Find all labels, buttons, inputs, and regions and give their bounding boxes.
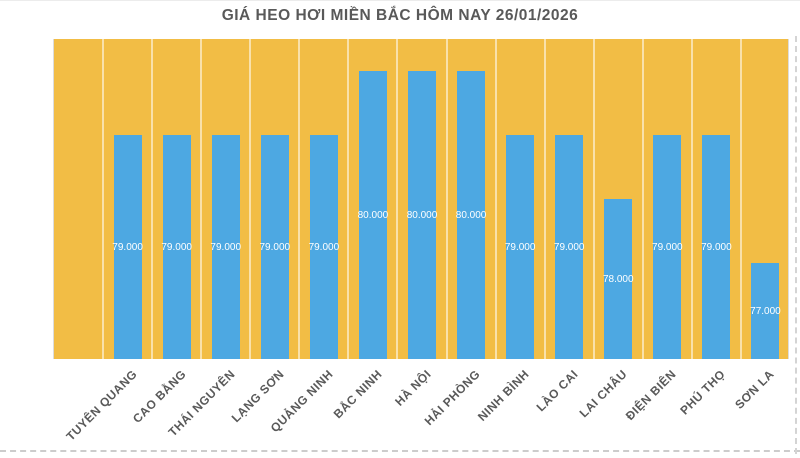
category-label: ĐIỆN BIÊN <box>623 367 680 423</box>
bar-value-label: 79.000 <box>553 241 585 253</box>
bar <box>751 263 780 359</box>
category-label: HẢI PHÒNG <box>421 367 483 429</box>
category-label: BẮC NINH <box>330 367 385 422</box>
bar <box>702 135 731 359</box>
column-separator-gridline <box>690 39 693 359</box>
category-label: THÁI NGUYÊN <box>165 367 238 440</box>
category-label: HÀ NỘI <box>392 367 434 409</box>
bar-value-label: 79.000 <box>210 241 242 253</box>
bar <box>162 135 191 359</box>
bar <box>309 135 338 359</box>
category-label: PHÚ THỌ <box>677 367 729 418</box>
bar <box>358 71 387 359</box>
plot-area: 79.000 79.000 79.000 79.000 79.000 80.000 80.0… <box>53 39 789 359</box>
column-separator-gridline <box>543 39 546 359</box>
column-separator-gridline <box>445 39 448 359</box>
category-label: TUYÊN QUANG <box>63 367 140 444</box>
bar-value-label: 79.000 <box>161 241 192 253</box>
category-label: LẠNG SƠN <box>228 367 287 426</box>
column-separator-gridline <box>739 39 742 359</box>
bar-value-label: 79.000 <box>308 241 340 253</box>
column-separator-gridline <box>102 39 105 359</box>
bar-value-label: 79.000 <box>259 241 291 253</box>
bar <box>211 135 240 359</box>
column-separator-gridline <box>592 39 595 359</box>
bar-value-label: 78.000 <box>602 273 634 285</box>
bar-value-label: 80.000 <box>357 209 389 221</box>
column-separator-gridline <box>200 39 203 359</box>
bar-value-label: 79.000 <box>652 241 683 253</box>
bar-value-label: 79.000 <box>701 241 732 253</box>
bar-value-label: 80.000 <box>406 209 438 221</box>
category-label: SƠN LA <box>732 367 778 412</box>
column-separator-gridline <box>494 39 497 359</box>
page-break-dashed-line-right <box>795 36 797 454</box>
category-label: LAI CHÂU <box>576 367 631 421</box>
bar <box>457 71 486 359</box>
chart-title: GIÁ HEO HƠI MIỀN BẮC HÔM NAY 26/01/2026 <box>221 7 579 24</box>
column-separator-gridline <box>347 39 350 359</box>
category-label: CAO BẰNG <box>129 367 189 426</box>
bar-value-label: 80.000 <box>455 209 487 221</box>
bar <box>113 135 142 359</box>
column-separator-gridline <box>298 39 301 359</box>
bar <box>260 135 289 359</box>
bar <box>408 71 436 359</box>
bar-value-label: 79.000 <box>112 241 143 253</box>
column-separator-gridline <box>151 39 154 359</box>
column-separator-gridline <box>396 39 399 359</box>
category-label: LÀO CAI <box>533 367 582 415</box>
bar <box>604 199 633 359</box>
bar <box>653 135 682 359</box>
page-break-dashed-line-bottom <box>0 450 800 452</box>
bar <box>506 135 535 359</box>
top-border-line <box>0 0 800 1</box>
column-separator-gridline <box>641 39 644 359</box>
column-separator-gridline <box>249 39 252 359</box>
bar-value-label: 77.000 <box>750 305 781 317</box>
bar <box>555 135 584 359</box>
bar-value-label: 79.000 <box>504 241 536 253</box>
category-label: QUẢNG NINH <box>267 367 336 436</box>
category-label: NINH BÌNH <box>475 367 533 424</box>
